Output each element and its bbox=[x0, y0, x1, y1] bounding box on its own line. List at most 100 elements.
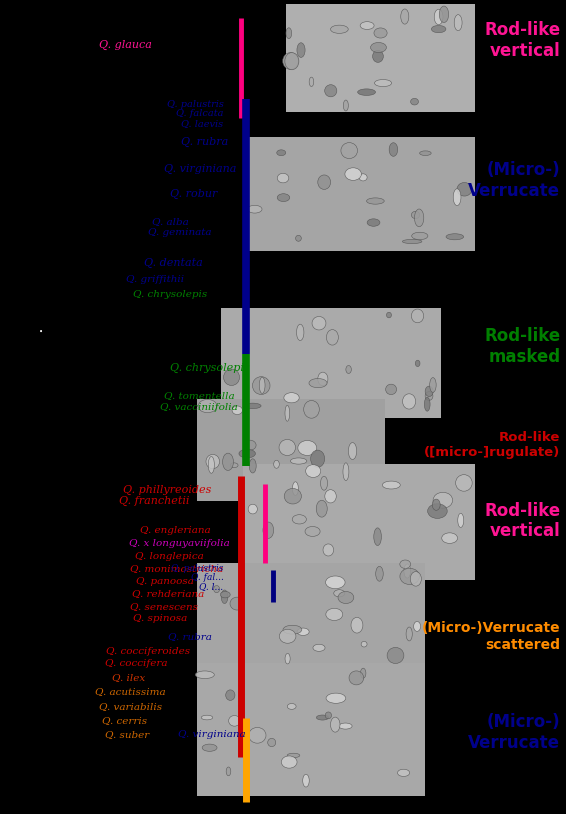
Ellipse shape bbox=[290, 458, 307, 464]
Ellipse shape bbox=[400, 568, 419, 584]
Ellipse shape bbox=[387, 647, 404, 663]
Ellipse shape bbox=[359, 174, 367, 181]
Ellipse shape bbox=[243, 440, 256, 450]
Ellipse shape bbox=[287, 753, 300, 758]
Text: Q. ilex: Q. ilex bbox=[112, 672, 145, 682]
Text: (Micro-)
Verrucate: (Micro-) Verrucate bbox=[468, 161, 560, 200]
Ellipse shape bbox=[285, 654, 290, 664]
Ellipse shape bbox=[249, 459, 256, 473]
Ellipse shape bbox=[367, 219, 380, 226]
Text: Q. rubra: Q. rubra bbox=[168, 632, 212, 641]
Bar bbox=[249, 137, 475, 251]
Ellipse shape bbox=[286, 28, 291, 38]
Ellipse shape bbox=[283, 625, 302, 634]
Bar bbox=[243, 464, 475, 580]
Ellipse shape bbox=[402, 394, 415, 409]
Ellipse shape bbox=[279, 440, 295, 456]
Ellipse shape bbox=[327, 330, 338, 345]
Text: (Micro-)Verrucate
scattered: (Micro-)Verrucate scattered bbox=[422, 621, 560, 652]
Text: Q. suber: Q. suber bbox=[105, 729, 149, 739]
Ellipse shape bbox=[361, 668, 366, 678]
Ellipse shape bbox=[268, 738, 276, 746]
Text: Q. laevis: Q. laevis bbox=[182, 119, 224, 129]
Text: Q. palustris: Q. palustris bbox=[167, 99, 224, 109]
Ellipse shape bbox=[312, 317, 326, 330]
Bar bbox=[197, 399, 385, 501]
Ellipse shape bbox=[297, 43, 305, 58]
Ellipse shape bbox=[195, 671, 215, 679]
Text: Q. acutissima: Q. acutissima bbox=[95, 687, 166, 697]
Ellipse shape bbox=[372, 50, 383, 63]
Ellipse shape bbox=[313, 644, 325, 651]
Text: Q. virginiana: Q. virginiana bbox=[178, 729, 246, 739]
Ellipse shape bbox=[411, 212, 419, 219]
Text: Q. virginiana: Q. virginiana bbox=[164, 164, 237, 174]
Ellipse shape bbox=[201, 716, 213, 720]
Ellipse shape bbox=[367, 198, 384, 204]
Ellipse shape bbox=[410, 571, 421, 586]
Ellipse shape bbox=[361, 641, 367, 647]
Ellipse shape bbox=[454, 15, 462, 31]
Ellipse shape bbox=[410, 98, 418, 105]
Ellipse shape bbox=[411, 232, 428, 239]
Ellipse shape bbox=[305, 527, 320, 536]
Ellipse shape bbox=[375, 80, 392, 86]
Ellipse shape bbox=[434, 9, 443, 24]
Text: Q. monimostricha: Q. monimostricha bbox=[130, 564, 224, 574]
Ellipse shape bbox=[282, 53, 298, 69]
Ellipse shape bbox=[351, 617, 363, 633]
Text: Q. longlepica: Q. longlepica bbox=[135, 552, 203, 562]
Ellipse shape bbox=[401, 9, 409, 24]
Ellipse shape bbox=[247, 205, 262, 213]
Text: (Micro-)
Verrucate: (Micro-) Verrucate bbox=[468, 713, 560, 752]
Text: Q. chrysolepis: Q. chrysolepis bbox=[133, 290, 207, 300]
Ellipse shape bbox=[419, 151, 431, 155]
Text: Q. chrysolepis: Q. chrysolepis bbox=[170, 363, 250, 373]
Text: Q. fal...: Q. fal... bbox=[191, 572, 224, 582]
Ellipse shape bbox=[229, 716, 241, 726]
Text: Rod-like
masked: Rod-like masked bbox=[484, 327, 560, 366]
Ellipse shape bbox=[414, 621, 421, 632]
Bar bbox=[221, 308, 441, 418]
Text: Q. falcata: Q. falcata bbox=[176, 109, 224, 119]
Ellipse shape bbox=[281, 756, 297, 768]
Ellipse shape bbox=[446, 234, 464, 240]
Ellipse shape bbox=[226, 767, 231, 776]
Ellipse shape bbox=[288, 703, 296, 709]
Bar bbox=[197, 563, 424, 666]
Ellipse shape bbox=[343, 463, 349, 480]
Ellipse shape bbox=[406, 627, 412, 641]
Ellipse shape bbox=[230, 463, 238, 467]
Ellipse shape bbox=[309, 77, 314, 86]
Ellipse shape bbox=[259, 377, 265, 393]
Ellipse shape bbox=[349, 443, 357, 459]
Ellipse shape bbox=[293, 482, 298, 496]
Text: Q. griffithii: Q. griffithii bbox=[126, 274, 184, 284]
Ellipse shape bbox=[430, 378, 436, 392]
Ellipse shape bbox=[358, 89, 375, 95]
Ellipse shape bbox=[325, 490, 336, 503]
Ellipse shape bbox=[306, 465, 321, 478]
Ellipse shape bbox=[326, 694, 346, 703]
Ellipse shape bbox=[344, 100, 348, 111]
Ellipse shape bbox=[334, 589, 345, 597]
Ellipse shape bbox=[331, 717, 340, 732]
Ellipse shape bbox=[433, 492, 453, 508]
Ellipse shape bbox=[402, 239, 422, 243]
Ellipse shape bbox=[397, 769, 410, 777]
Text: Q. variabilis: Q. variabilis bbox=[99, 702, 162, 711]
Ellipse shape bbox=[279, 629, 296, 643]
Ellipse shape bbox=[432, 499, 440, 510]
Text: Rod-like
vertical: Rod-like vertical bbox=[484, 501, 560, 540]
Ellipse shape bbox=[374, 28, 387, 38]
Ellipse shape bbox=[285, 405, 290, 421]
Ellipse shape bbox=[346, 365, 351, 374]
Text: Rod-like
vertical: Rod-like vertical bbox=[484, 21, 560, 60]
Text: Rod-like
([micro-]rugulate): Rod-like ([micro-]rugulate) bbox=[424, 431, 560, 459]
Ellipse shape bbox=[213, 585, 220, 593]
Ellipse shape bbox=[425, 392, 433, 400]
Ellipse shape bbox=[320, 476, 328, 490]
Ellipse shape bbox=[284, 488, 302, 504]
Ellipse shape bbox=[221, 590, 228, 603]
Ellipse shape bbox=[457, 182, 472, 196]
